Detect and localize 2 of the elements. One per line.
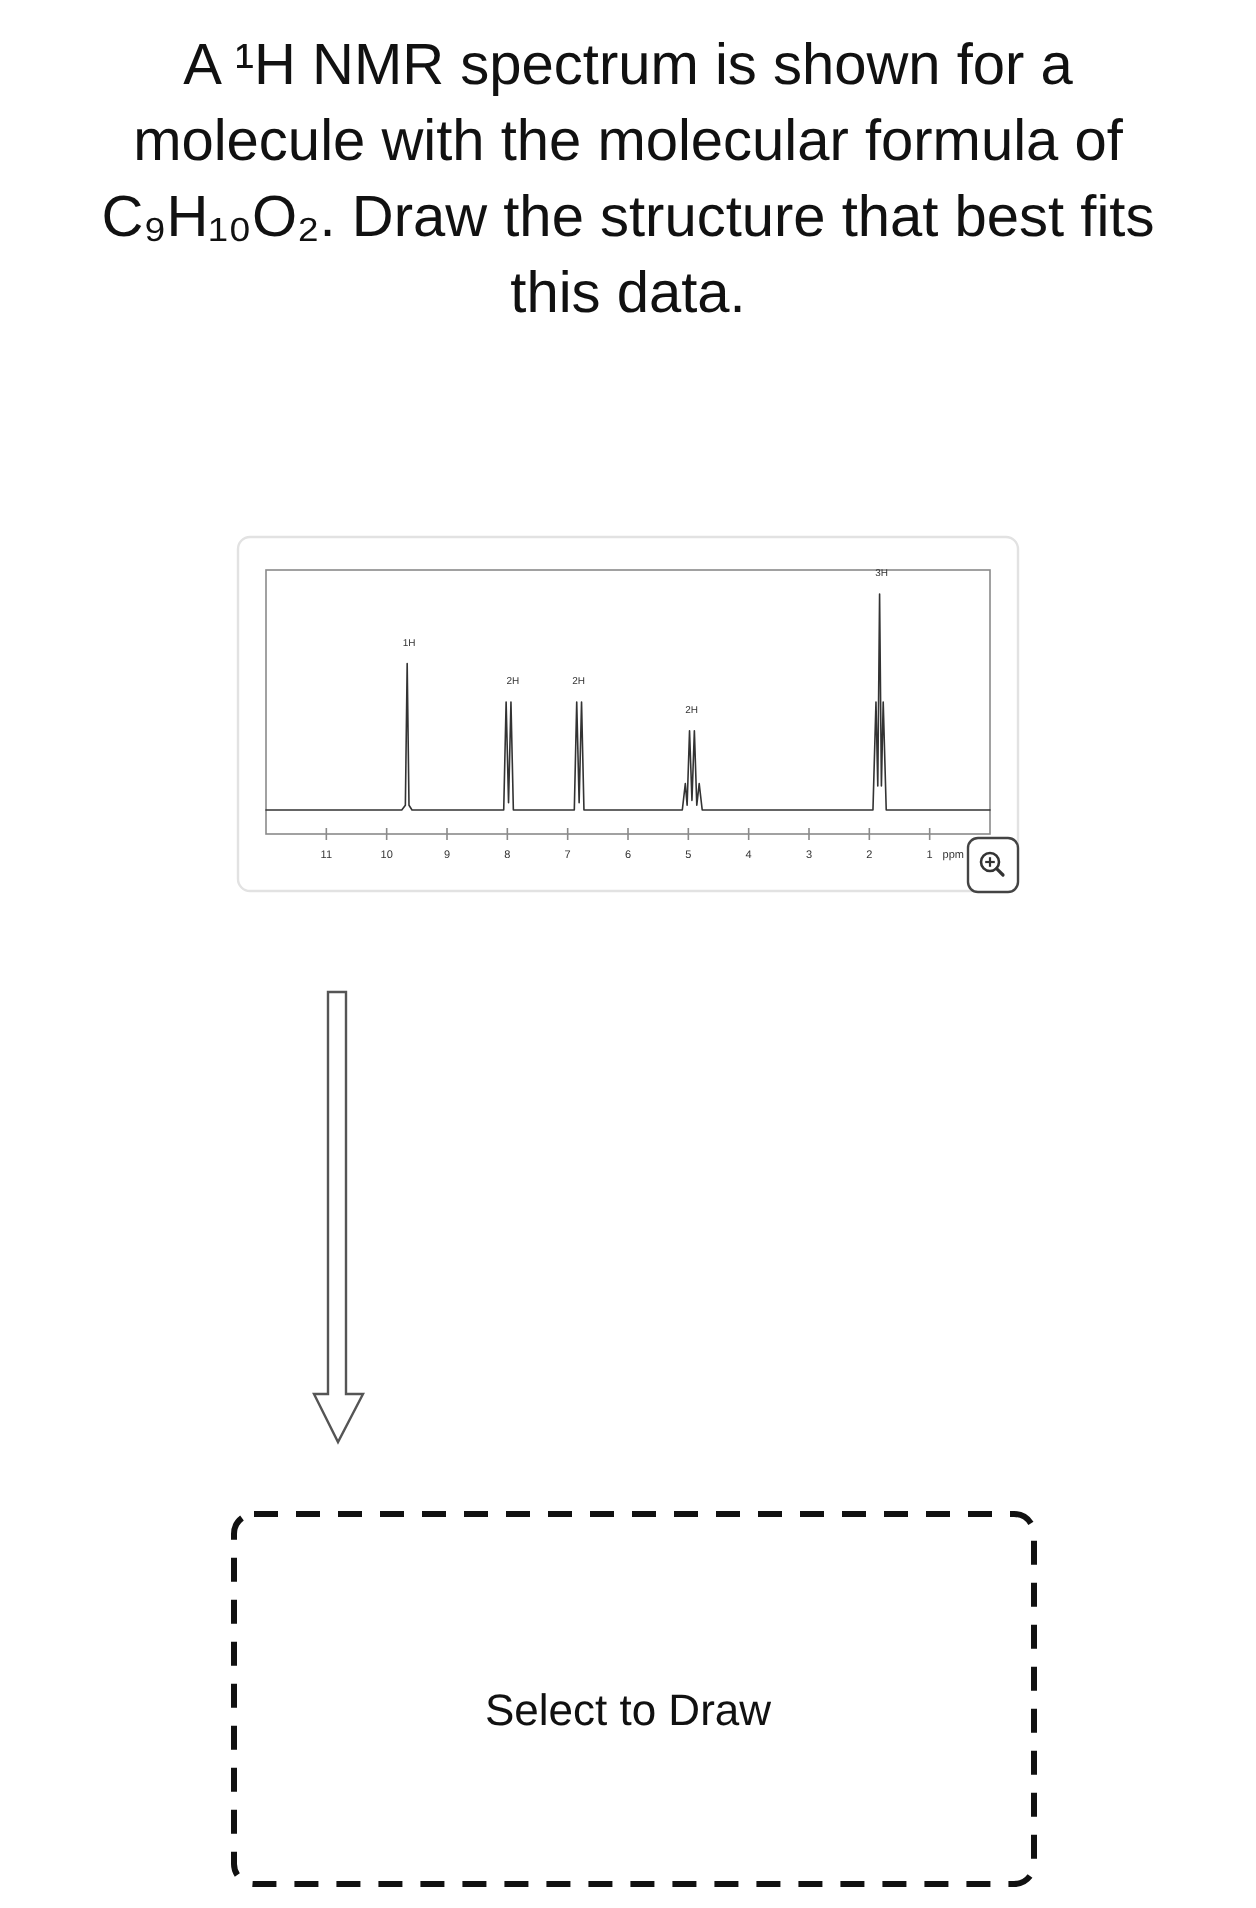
text: Select to Draw (484, 1685, 772, 1735)
chart-title: A ¹H NMR spectrum is shown for a molecule with the molecular formula of C₉H₁₀O₂. Draw the structure that best fits this data. (101, 34, 1155, 326)
